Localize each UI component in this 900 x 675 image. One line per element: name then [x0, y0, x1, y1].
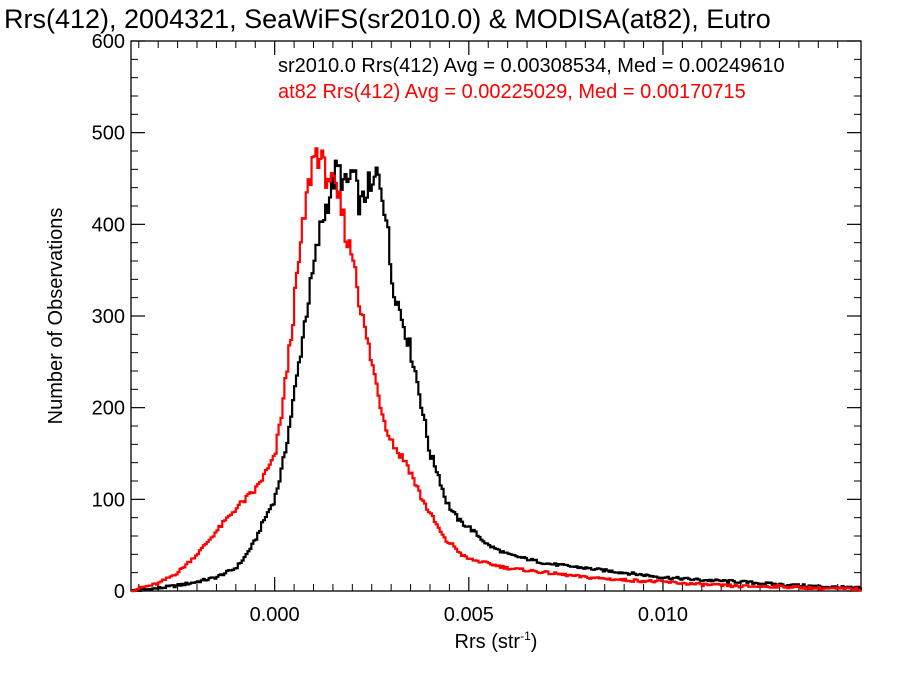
y-tick-label: 500 — [92, 123, 125, 145]
series-group — [131, 147, 863, 593]
series-line-sr2010-0 — [131, 159, 863, 593]
y-axis-label: Number of Observations — [45, 208, 67, 425]
plot-border — [130, 40, 862, 592]
y-tick-label: 100 — [92, 489, 125, 511]
y-tick-label: 200 — [92, 398, 125, 420]
plot-area — [130, 40, 862, 592]
x-tick-label: 0.005 — [444, 604, 494, 626]
y-tick-label: 300 — [92, 306, 125, 328]
y-tick-label: 400 — [92, 214, 125, 236]
x-tick-label: 0.010 — [638, 604, 688, 626]
y-tick-label: 600 — [92, 31, 125, 53]
x-axis-label-close: ) — [531, 631, 538, 653]
x-axis-label-main: Rrs (str — [455, 631, 521, 653]
x-tick-label: 0.000 — [250, 604, 300, 626]
legend-entry-sr2010: sr2010.0 Rrs(412) Avg = 0.00308534, Med … — [278, 55, 785, 77]
y-tick-label: 0 — [114, 581, 125, 603]
series-line-at82 — [131, 147, 863, 593]
chart-title: Rrs(412), 2004321, SeaWiFS(sr2010.0) & M… — [4, 4, 771, 34]
axis-ticks: 0 100 200 300 400 500 600 0.000 0.005 0.010 — [92, 31, 861, 626]
x-axis-label: Rrs (str-1) — [455, 629, 538, 653]
legend-entry-at82: at82 Rrs(412) Avg = 0.00225029, Med = 0.… — [278, 81, 746, 103]
x-axis-label-exponent: -1 — [520, 629, 531, 643]
